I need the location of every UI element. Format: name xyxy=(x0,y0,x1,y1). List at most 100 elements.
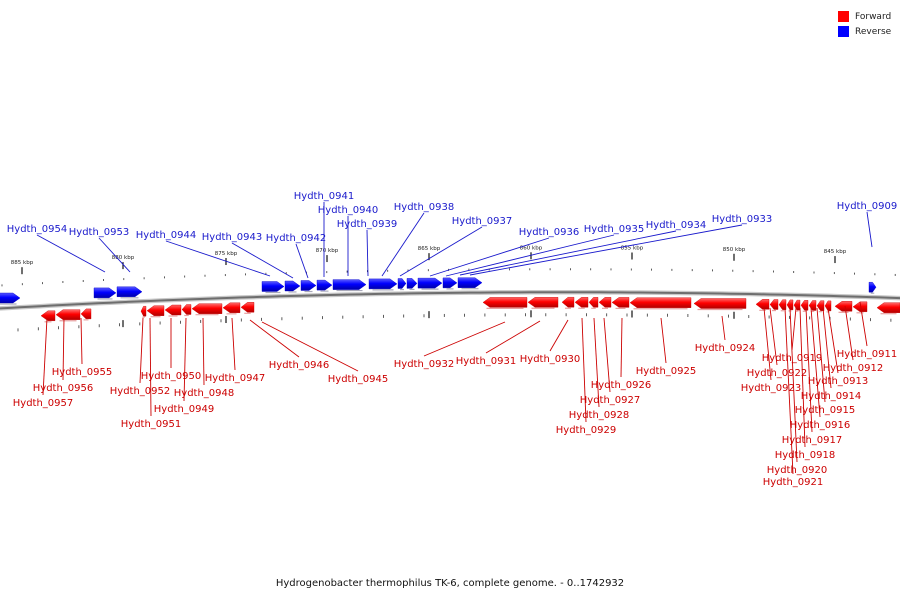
hydth-0923-gene[interactable] xyxy=(755,299,770,310)
hydth-0912-gene[interactable] xyxy=(852,301,868,312)
hydth-0931-gene[interactable] xyxy=(527,297,559,308)
gene-label[interactable]: Hydth_0923 xyxy=(741,383,802,394)
hydth-0928-gene[interactable] xyxy=(588,297,599,308)
hydth-0943-gene[interactable] xyxy=(284,280,301,292)
hydth-0953b-gene[interactable] xyxy=(116,286,143,297)
gene-label[interactable]: Hydth_0936 xyxy=(519,227,580,238)
hydth-0920-gene[interactable] xyxy=(786,299,794,311)
hydth-0935-gene[interactable] xyxy=(442,277,458,289)
gene-label[interactable]: Hydth_0912 xyxy=(823,363,884,374)
hydth-0932-gene[interactable] xyxy=(482,297,528,308)
hydth-0948-gene[interactable] xyxy=(191,303,223,314)
hydth-0947-gene[interactable] xyxy=(222,302,241,313)
gene-label[interactable]: Hydth_0943 xyxy=(202,232,263,243)
hydth-0929-gene[interactable] xyxy=(574,297,589,308)
hydth-0955-gene[interactable] xyxy=(80,308,92,320)
gene-label[interactable]: Hydth_0937 xyxy=(452,216,513,227)
gene-label[interactable]: Hydth_0957 xyxy=(13,398,74,409)
gene-label[interactable]: Hydth_0917 xyxy=(782,435,843,446)
gene-label[interactable]: Hydth_0941 xyxy=(294,191,355,202)
gene-label[interactable]: Hydth_0953 xyxy=(69,227,130,238)
hydth-0925-gene[interactable] xyxy=(629,297,692,308)
gene-label[interactable]: Hydth_0942 xyxy=(266,233,327,244)
hydth-0944-gene[interactable] xyxy=(261,281,285,292)
hydth-0940-gene[interactable] xyxy=(332,279,367,290)
hydth-0937-gene[interactable] xyxy=(406,278,418,289)
gene-label[interactable]: Hydth_0921 xyxy=(763,477,824,488)
gene-label[interactable]: Hydth_0911 xyxy=(837,349,898,360)
gene-label[interactable]: Hydth_0944 xyxy=(136,230,197,241)
hydth-0949-gene[interactable] xyxy=(181,304,192,315)
hydth-0921-gene[interactable] xyxy=(778,299,787,310)
hydth-0930-gene[interactable] xyxy=(561,297,575,308)
gene-label[interactable]: Hydth_0919 xyxy=(762,353,823,364)
hydth-0917-gene[interactable] xyxy=(808,300,817,311)
hydth-0922-gene[interactable] xyxy=(769,299,779,310)
leader-line xyxy=(844,305,854,361)
gene-label[interactable]: Hydth_0909 xyxy=(837,201,898,212)
hydth-0936-gene[interactable] xyxy=(417,277,443,289)
gene-label[interactable]: Hydth_0946 xyxy=(269,360,330,371)
hydth-0916-gene[interactable] xyxy=(816,300,825,311)
gene-label[interactable]: Hydth_0924 xyxy=(695,343,756,354)
gene-label[interactable]: Hydth_0932 xyxy=(394,359,455,370)
hydth-0918-gene[interactable] xyxy=(800,300,809,311)
hydth-0955-gene[interactable] xyxy=(0,292,21,304)
leader-line xyxy=(36,234,106,273)
hydth-0909-gene[interactable] xyxy=(868,282,877,293)
hydth-0926-gene[interactable] xyxy=(611,297,630,308)
reverse-swatch xyxy=(838,26,849,37)
hydth-0942-gene[interactable] xyxy=(300,280,317,291)
gene-label[interactable]: Hydth_0951 xyxy=(121,419,182,430)
hydth-0953-gene[interactable] xyxy=(93,287,117,299)
gene-label[interactable]: Hydth_0925 xyxy=(636,366,697,377)
hydth-0924-gene[interactable] xyxy=(693,298,747,309)
hydth-0951-gene[interactable] xyxy=(146,305,165,316)
leader-line xyxy=(660,317,667,364)
gene-label[interactable]: Hydth_0916 xyxy=(790,420,851,431)
gene-label[interactable]: Hydth_0952 xyxy=(110,386,171,397)
gene-label[interactable]: Hydth_0920 xyxy=(767,465,828,476)
gene-label[interactable]: Hydth_0938 xyxy=(394,202,455,213)
hydth-0952-gene[interactable] xyxy=(140,306,147,317)
gene-label[interactable]: Hydth_0950 xyxy=(141,371,202,382)
hydth-0941-gene[interactable] xyxy=(316,279,333,291)
gene-label[interactable]: Hydth_0933 xyxy=(712,214,773,225)
gene-label[interactable]: Hydth_0922 xyxy=(747,368,808,379)
gene-label[interactable]: Hydth_0955 xyxy=(52,367,113,378)
hydth-0927-gene[interactable] xyxy=(598,297,612,308)
gene-label[interactable]: Hydth_0931 xyxy=(456,356,517,367)
hydth-0938-gene[interactable] xyxy=(397,278,407,289)
gene-label[interactable]: Hydth_0915 xyxy=(795,405,856,416)
gene-label[interactable]: Hydth_0913 xyxy=(808,376,869,387)
hydth-0946-gene[interactable] xyxy=(240,302,255,313)
hydth-0919-gene[interactable] xyxy=(793,299,801,311)
gene-label[interactable]: Hydth_0929 xyxy=(556,425,617,436)
gene-label[interactable]: Hydth_0945 xyxy=(328,374,389,385)
gene-label[interactable]: Hydth_0954 xyxy=(7,224,68,235)
leader-line xyxy=(799,307,806,448)
hydth-0957-gene[interactable] xyxy=(40,310,56,321)
leader-line xyxy=(423,321,506,357)
hydth-0915-gene[interactable] xyxy=(824,300,832,312)
hydth-0911-gene[interactable] xyxy=(876,302,900,313)
gene-label[interactable]: Hydth_0927 xyxy=(580,395,641,406)
gene-label[interactable]: Hydth_0947 xyxy=(205,373,266,384)
hydth-0956-gene[interactable] xyxy=(55,309,81,320)
hydth-0913-gene[interactable] xyxy=(834,301,853,312)
gene-label[interactable]: Hydth_0935 xyxy=(584,224,645,235)
hydth-0934-gene[interactable] xyxy=(457,277,483,288)
gene-label[interactable]: Hydth_0914 xyxy=(801,391,862,402)
gene-label[interactable]: Hydth_0918 xyxy=(775,450,836,461)
gene-label[interactable]: Hydth_0949 xyxy=(154,404,215,415)
gene-label[interactable]: Hydth_0930 xyxy=(520,354,581,365)
gene-label[interactable]: Hydth_0948 xyxy=(174,388,235,399)
gene-label[interactable]: Hydth_0928 xyxy=(569,410,630,421)
hydth-0939-gene[interactable] xyxy=(368,278,398,290)
gene-label[interactable]: Hydth_0926 xyxy=(591,380,652,391)
gene-label[interactable]: Hydth_0940 xyxy=(318,205,379,216)
gene-label[interactable]: Hydth_0956 xyxy=(33,383,94,394)
hydth-0950-gene[interactable] xyxy=(164,304,182,316)
gene-label[interactable]: Hydth_0934 xyxy=(646,220,707,231)
gene-label[interactable]: Hydth_0939 xyxy=(337,219,398,230)
